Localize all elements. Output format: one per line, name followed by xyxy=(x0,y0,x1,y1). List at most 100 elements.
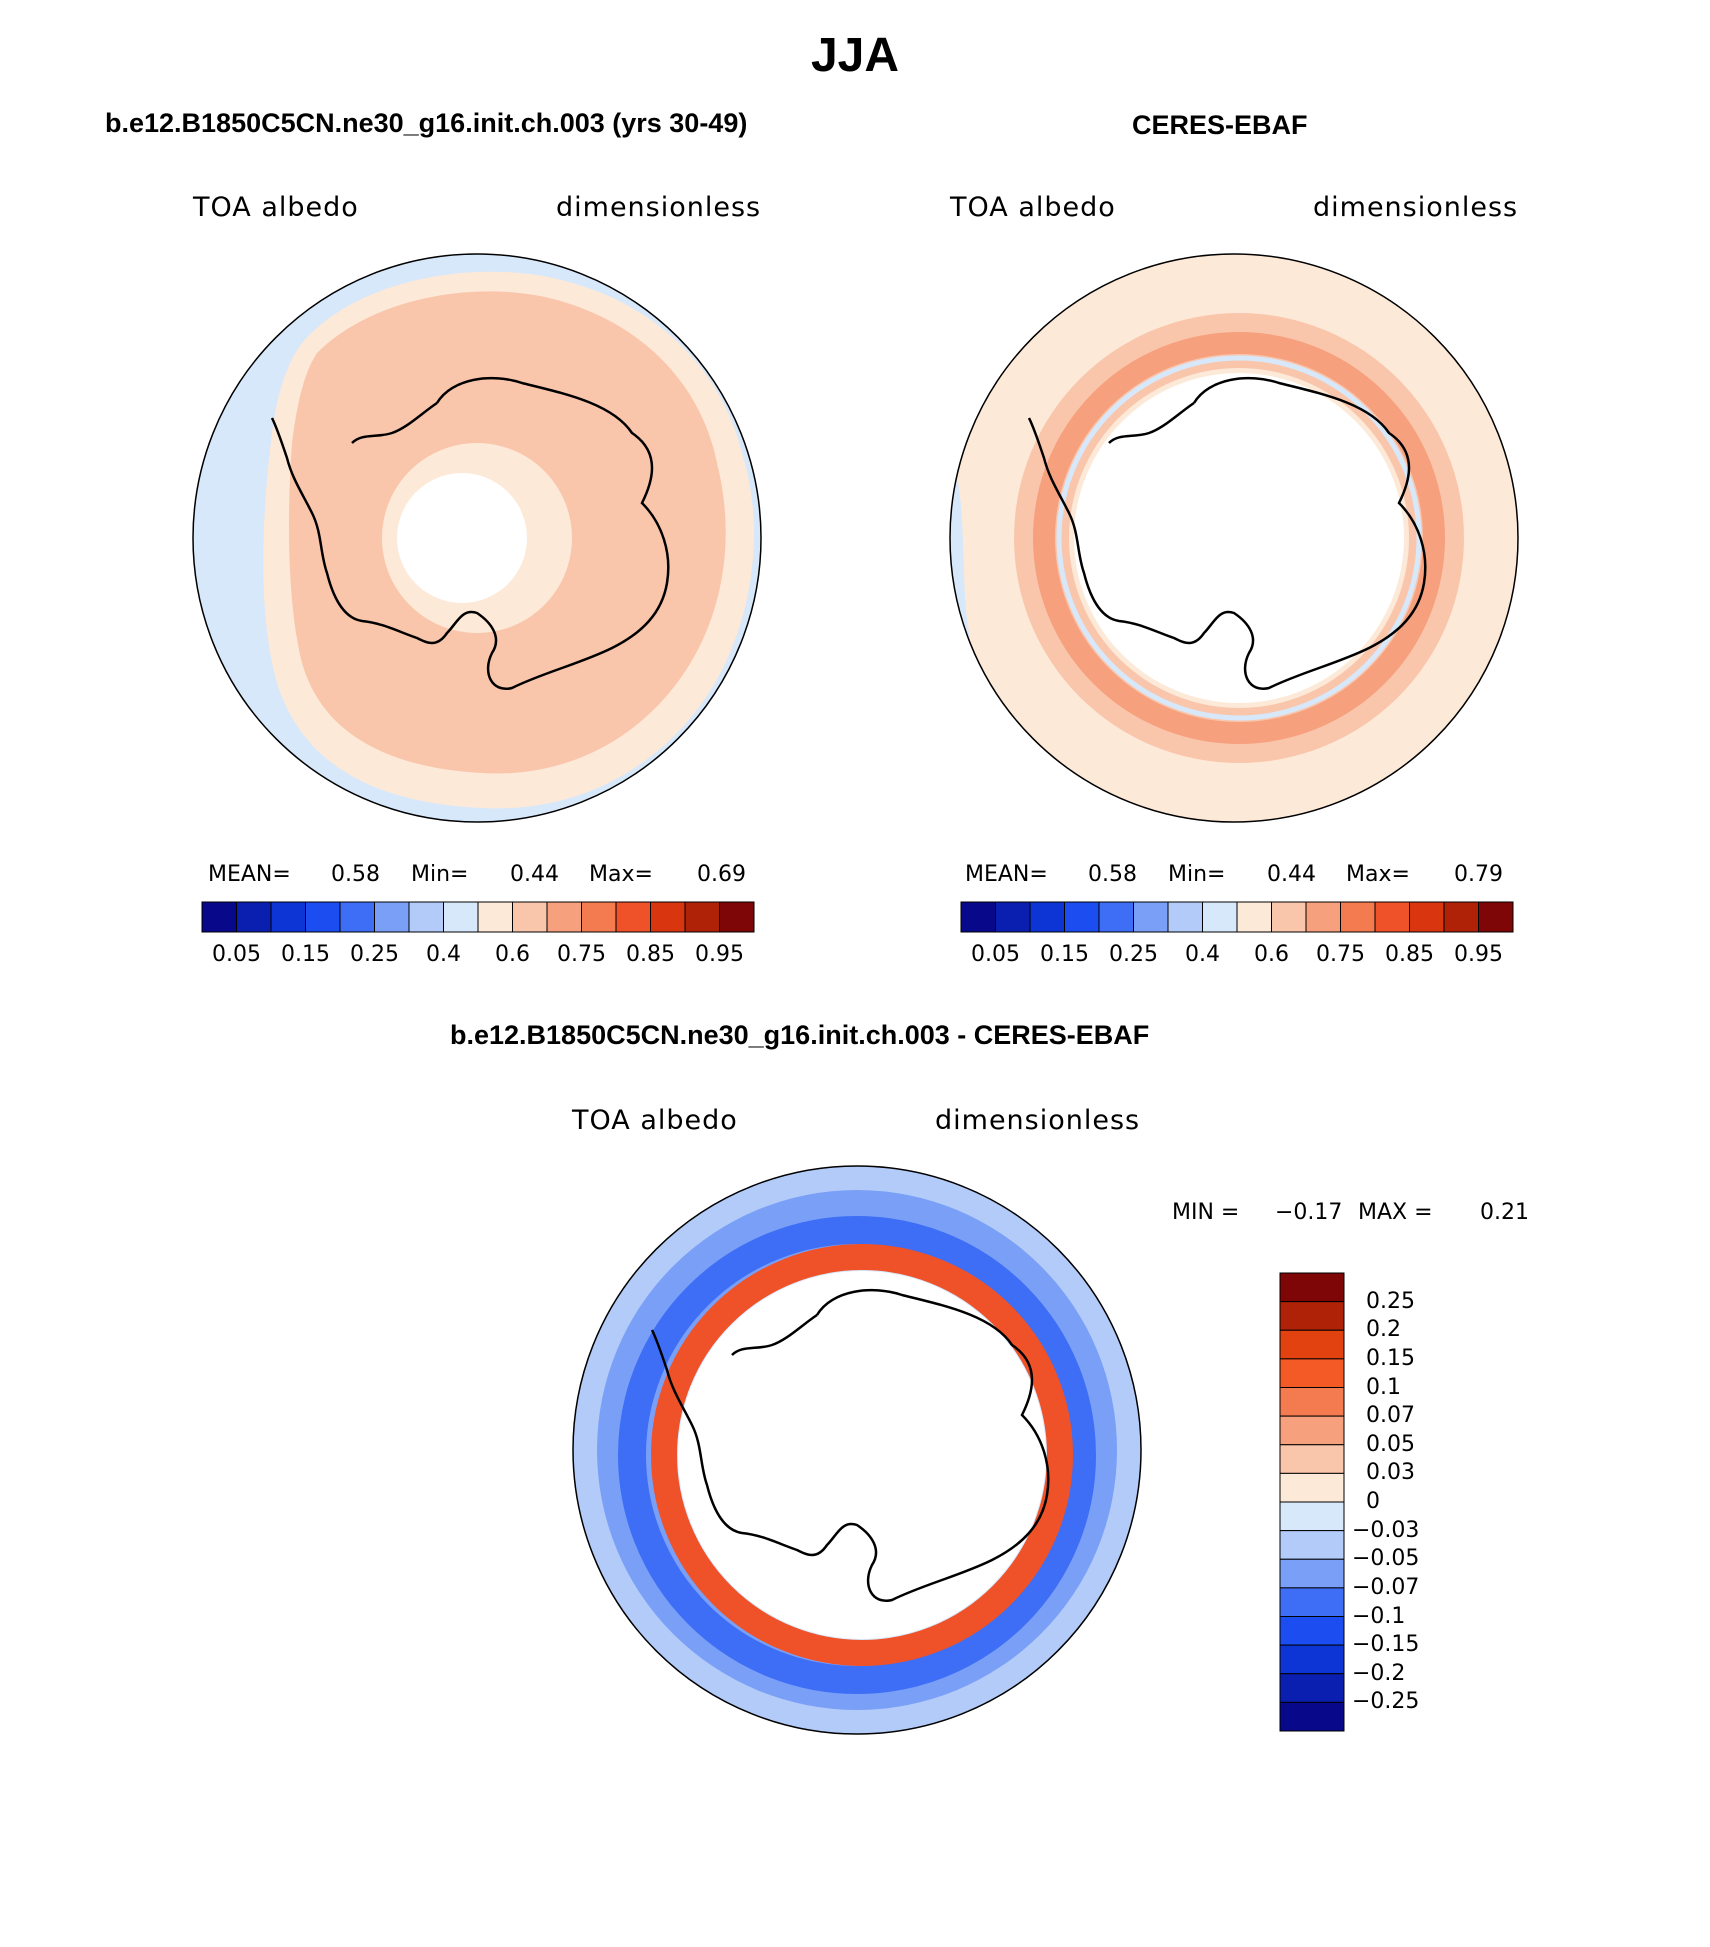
colorbar-swatch xyxy=(1279,1616,1345,1646)
panel-2-title: CERES-EBAF xyxy=(1132,110,1308,140)
panel-3-colorbar xyxy=(1279,1272,1345,1732)
colorbar-swatch xyxy=(1279,1701,1345,1732)
colorbar-tick-label: 0.95 xyxy=(695,942,744,967)
panel-3-min-label: MIN = xyxy=(1172,1200,1240,1225)
colorbar-tick-label: −0.25 xyxy=(1352,1689,1420,1715)
colorbar-tick-label: 0.15 xyxy=(281,942,330,967)
colorbar-tick-label: 0.85 xyxy=(1385,942,1434,967)
colorbar-tick-label: 0.03 xyxy=(1366,1460,1415,1486)
panel-3-polar-map xyxy=(572,1165,1142,1735)
colorbar-swatch xyxy=(995,901,1031,933)
panel-1-colorbar-ticks: 0.05 0.15 0.25 0.4 0.6 0.75 0.85 0.95 xyxy=(0,942,1710,972)
colorbar-swatch xyxy=(684,901,720,933)
panel-2-max-label: Max= xyxy=(1346,862,1410,887)
colorbar-swatch xyxy=(1279,1387,1345,1417)
colorbar-swatch xyxy=(546,901,582,933)
colorbar-tick-label: 0.75 xyxy=(1316,942,1365,967)
colorbar-swatch xyxy=(1305,901,1341,933)
panel-3-positive-ring xyxy=(651,1244,1073,1666)
panel-2-polar-map xyxy=(949,253,1519,823)
panel-1-title: b.e12.B1850C5CN.ne30_g16.init.ch.003 (yr… xyxy=(105,108,748,138)
colorbar-swatch xyxy=(650,901,686,933)
colorbar-swatch xyxy=(1202,901,1238,933)
panel-2-antarctica-coastline xyxy=(1027,377,1427,691)
colorbar-swatch xyxy=(305,901,341,933)
colorbar-swatch xyxy=(960,901,996,933)
colorbar-tick-label: 0.2 xyxy=(1366,1317,1401,1343)
colorbar-swatch xyxy=(1279,1530,1345,1560)
panel-1-map-border xyxy=(192,253,762,823)
colorbar-swatch xyxy=(1279,1444,1345,1474)
panel-1-min-label: Min= xyxy=(411,862,469,887)
panel-3-antarctica-coastline xyxy=(650,1289,1050,1603)
colorbar-swatch xyxy=(1279,1358,1345,1388)
panel-3-strong-negative-ring xyxy=(618,1216,1096,1694)
colorbar-tick-label: 0.75 xyxy=(557,942,606,967)
colorbar-swatch xyxy=(1279,1644,1345,1675)
colorbar-swatch xyxy=(1279,1301,1345,1331)
colorbar-tick-label: 0.95 xyxy=(1454,942,1503,967)
colorbar-tick-label: 0.05 xyxy=(212,942,261,967)
panel-2-mean-value: 0.58 xyxy=(1088,862,1137,887)
colorbar-swatch xyxy=(1279,1415,1345,1446)
colorbar-tick-label: −0.1 xyxy=(1352,1603,1406,1629)
colorbar-tick-label: −0.05 xyxy=(1352,1546,1420,1572)
colorbar-swatch xyxy=(1279,1472,1345,1503)
colorbar-tick-label: −0.15 xyxy=(1352,1632,1420,1658)
colorbar-swatch xyxy=(1279,1501,1345,1532)
panel-2-colorbar-ticks: 0.05 0.15 0.25 0.4 0.6 0.75 0.85 0.95 xyxy=(0,942,1710,972)
panel-2-pole-gap xyxy=(1074,373,1404,703)
panel-2-min-label: Min= xyxy=(1168,862,1226,887)
colorbar-swatch xyxy=(408,901,444,933)
colorbar-swatch xyxy=(1443,901,1479,933)
panel-1-mean-value: 0.58 xyxy=(331,862,380,887)
colorbar-swatch xyxy=(339,901,375,933)
colorbar-swatch xyxy=(1098,901,1134,933)
panel-2-higher-albedo-ring xyxy=(1033,332,1445,744)
colorbar-swatch xyxy=(1279,1329,1345,1360)
colorbar-swatch xyxy=(1279,1558,1345,1589)
colorbar-swatch xyxy=(236,901,272,933)
panel-3-max-value: 0.21 xyxy=(1480,1200,1529,1225)
panel-2-thin-low-ring xyxy=(1056,355,1422,721)
colorbar-tick-label: 0.1 xyxy=(1366,1374,1401,1400)
panel-1-max-label: Max= xyxy=(589,862,653,887)
panel-3-map-border xyxy=(572,1165,1142,1735)
colorbar-swatch xyxy=(1236,901,1272,933)
colorbar-swatch xyxy=(1374,901,1410,933)
panel-2-variable-label: TOA albedo xyxy=(950,192,1116,223)
panel-3-variable-label: TOA albedo xyxy=(572,1105,738,1136)
colorbar-swatch xyxy=(443,901,479,933)
colorbar-swatch xyxy=(1279,1272,1345,1303)
colorbar-tick-label: 0.15 xyxy=(1366,1345,1415,1371)
colorbar-tick-label: 0.05 xyxy=(971,942,1020,967)
panel-1-max-value: 0.69 xyxy=(697,862,746,887)
colorbar-tick-label: −0.2 xyxy=(1352,1660,1406,1686)
colorbar-swatch xyxy=(477,901,513,933)
colorbar-tick-label: 0.25 xyxy=(350,942,399,967)
colorbar-tick-label: 0 xyxy=(1366,1489,1380,1514)
colorbar-tick-label: 0.4 xyxy=(426,942,461,967)
colorbar-tick-label: 0.15 xyxy=(1040,942,1089,967)
panel-3-colorbar-ticks: 0.25 0.2 0.15 0.1 0.07 0.05 0.03 0 −0.03 −0.05 −0.… xyxy=(1352,0,1502,1947)
colorbar-swatch xyxy=(1133,901,1169,933)
colorbar-tick-label: 0.4 xyxy=(1185,942,1220,967)
panel-2-units-label: dimensionless xyxy=(1313,192,1519,223)
colorbar-swatch xyxy=(201,901,237,933)
panel-3-max-label: MAX = xyxy=(1358,1200,1433,1225)
panel-3-title: b.e12.B1850C5CN.ne30_g16.init.ch.003 - C… xyxy=(450,1020,1150,1050)
colorbar-swatch xyxy=(374,901,410,933)
colorbar-tick-label: 0.25 xyxy=(1366,1288,1415,1314)
colorbar-tick-label: 0.25 xyxy=(1109,942,1158,967)
panel-2-min-value: 0.44 xyxy=(1267,862,1316,887)
colorbar-swatch xyxy=(1271,901,1307,933)
panel-1-mean-label: MEAN= xyxy=(208,862,291,887)
colorbar-swatch xyxy=(1029,901,1065,933)
panel-2-mean-label: MEAN= xyxy=(965,862,1048,887)
colorbar-tick-label: 0.05 xyxy=(1366,1431,1415,1457)
panel-1-pole-gap xyxy=(397,473,527,603)
colorbar-swatch xyxy=(1064,901,1100,933)
panel-1-units-label: dimensionless xyxy=(556,192,762,223)
panel-3-pole-gap xyxy=(678,1271,1046,1639)
colorbar-tick-label: −0.03 xyxy=(1352,1517,1420,1543)
